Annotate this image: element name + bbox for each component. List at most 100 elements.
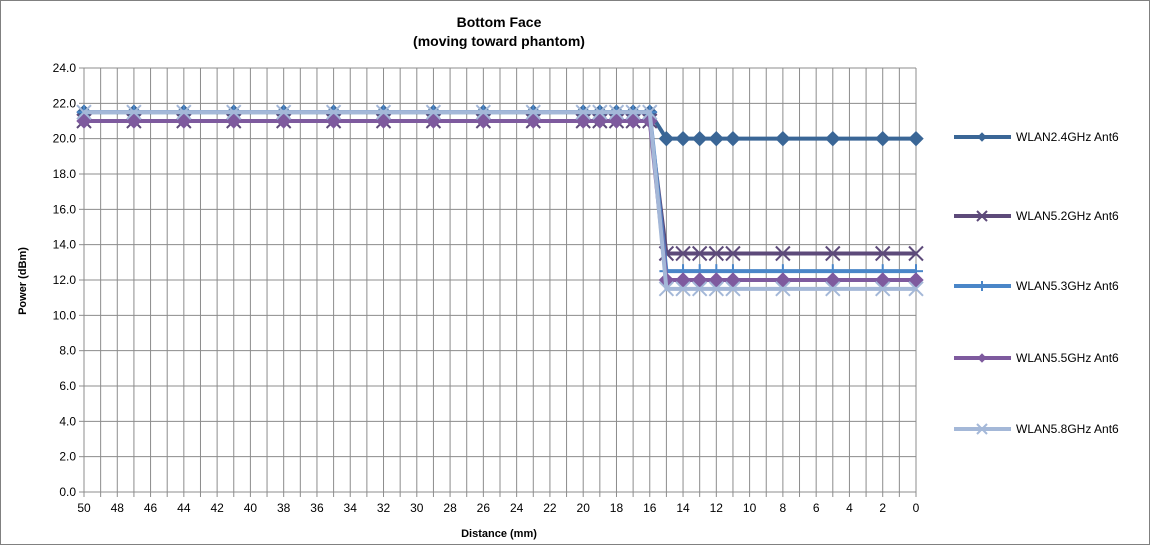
series-line <box>84 119 916 282</box>
data-point <box>691 245 708 262</box>
x-tick-label: 22 <box>543 501 557 515</box>
data-point <box>325 104 342 120</box>
marker-stroke <box>675 245 691 262</box>
y-axis-title: Power (dBm) <box>17 247 29 315</box>
marker-stroke <box>825 281 841 297</box>
data-point <box>475 113 492 129</box>
marker-stroke <box>708 281 725 297</box>
chart-subtitle: (moving toward phantom) <box>413 33 585 49</box>
data-point <box>976 423 988 435</box>
data-point <box>675 245 691 262</box>
y-tick-label: 18.0 <box>53 167 77 181</box>
x-tick-label: 32 <box>377 501 391 515</box>
data-point <box>226 113 242 129</box>
marker-stroke <box>875 281 891 297</box>
data-point <box>575 104 591 120</box>
x-tick-label: 30 <box>410 501 424 515</box>
data-point <box>658 281 675 297</box>
axes <box>79 67 917 497</box>
marker-stroke <box>775 281 791 297</box>
series-4 <box>76 113 924 288</box>
x-tick-label: 12 <box>710 501 724 515</box>
data-point <box>325 113 342 129</box>
marker-stroke <box>375 104 392 120</box>
data-point <box>176 113 192 129</box>
marker-stroke <box>825 245 841 262</box>
marker-stroke <box>875 245 891 262</box>
data-point <box>691 130 708 147</box>
data-point <box>592 104 608 120</box>
marker-stroke <box>608 104 625 120</box>
marker-stroke <box>725 281 741 297</box>
data-point <box>425 113 442 129</box>
y-tick-label: 10.0 <box>53 308 77 322</box>
marker-stroke <box>642 104 658 120</box>
y-tick-label: 22.0 <box>53 96 77 110</box>
data-point <box>575 113 591 129</box>
x-tick-label: 26 <box>477 501 491 515</box>
marker-stroke <box>525 104 541 120</box>
marker-stroke <box>976 210 988 222</box>
data-point <box>525 104 541 120</box>
legend-label: WLAN5.2GHz Ant6 <box>1016 209 1119 223</box>
data-point <box>691 281 708 297</box>
x-tick-label: 46 <box>144 501 158 515</box>
marker-stroke <box>691 245 708 262</box>
y-tick-label: 16.0 <box>53 202 77 216</box>
x-tick-label: 6 <box>813 501 820 515</box>
legend-item-4: WLAN5.5GHz Ant6 <box>954 351 1119 365</box>
legend-label: WLAN5.5GHz Ant6 <box>1016 351 1119 365</box>
data-point <box>625 104 641 120</box>
data-point <box>825 281 841 297</box>
y-tick-label: 6.0 <box>59 379 76 393</box>
data-point <box>126 104 142 120</box>
data-point <box>977 132 987 142</box>
data-point <box>642 104 658 120</box>
data-point <box>908 130 924 147</box>
marker-stroke <box>725 245 741 262</box>
marker-stroke <box>691 281 708 297</box>
legend-item-2: WLAN5.2GHz Ant6 <box>954 209 1119 223</box>
x-axis-title: Distance (mm) <box>461 528 537 540</box>
data-point <box>675 130 691 147</box>
x-tick-label: 14 <box>676 501 690 515</box>
data-point <box>908 245 924 262</box>
data-point <box>908 281 924 297</box>
legend: WLAN2.4GHz Ant6 WLAN5.2GHz Ant6 WLAN5.3GHz… <box>954 130 1119 436</box>
x-tick-label: 18 <box>610 501 624 515</box>
y-tick-label: 14.0 <box>53 238 77 252</box>
marker-stroke <box>908 245 924 262</box>
marker-stroke <box>908 281 924 297</box>
data-point <box>725 130 741 147</box>
x-tick-label: 20 <box>577 501 591 515</box>
y-tick-label: 4.0 <box>59 414 76 428</box>
legend-label: WLAN5.3GHz Ant6 <box>1016 279 1119 293</box>
legend-item-1: WLAN2.4GHz Ant6 <box>954 130 1119 144</box>
marker-stroke <box>226 104 242 120</box>
x-tick-label: 24 <box>510 501 524 515</box>
marker-stroke <box>708 245 725 262</box>
chart-title: Bottom Face <box>457 14 542 30</box>
data-point <box>126 113 142 129</box>
x-tick-label: 40 <box>244 501 258 515</box>
data-point <box>775 130 791 147</box>
data-point <box>825 245 841 262</box>
series-line <box>84 110 916 291</box>
data-point <box>825 130 841 147</box>
marker-stroke <box>658 281 675 297</box>
marker-stroke <box>176 104 192 120</box>
data-point <box>425 104 442 120</box>
data-point <box>608 104 625 120</box>
data-point <box>775 245 791 262</box>
data-point <box>625 113 641 129</box>
y-tick-label: 24.0 <box>53 61 77 75</box>
x-tick-label: 42 <box>210 501 224 515</box>
x-tick-label: 50 <box>77 501 91 515</box>
y-tick-label: 0.0 <box>59 485 76 499</box>
x-tick-label: 4 <box>846 501 853 515</box>
legend-item-5: WLAN5.8GHz Ant6 <box>954 422 1119 436</box>
data-point <box>76 113 92 129</box>
y-tick-label: 12.0 <box>53 273 77 287</box>
marker-stroke <box>976 423 988 435</box>
y-tick-label: 2.0 <box>59 450 76 464</box>
